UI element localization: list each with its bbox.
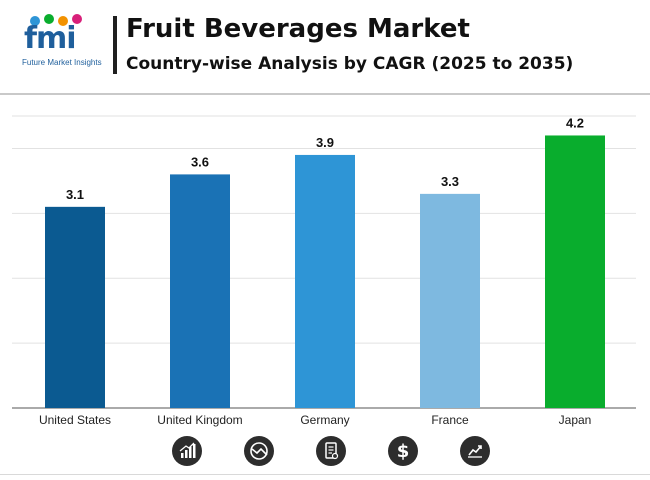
data-label: 3.1 [66, 187, 84, 202]
bar-chart: 3.1 United States 3.6 United Kingdom 3.9 Germ… [12, 115, 636, 427]
data-label: 3.3 [441, 174, 459, 189]
bar [545, 135, 605, 408]
logo-subtext: Future Market Insights [22, 58, 102, 67]
x-tick-label: France [431, 413, 469, 427]
data-label: 3.9 [316, 135, 334, 150]
footer-icon-row: $ [0, 436, 650, 470]
document-icon [316, 436, 346, 466]
x-tick-label: Germany [300, 413, 349, 427]
header: fmi Future Market Insights Fruit Beverag… [0, 0, 650, 92]
bar [420, 193, 480, 408]
bar-chart-icon [172, 436, 202, 466]
x-tick-label: United States [39, 413, 111, 427]
logo-text: fmi [24, 21, 77, 56]
x-tick-label: Japan [559, 413, 592, 427]
header-rule [0, 93, 650, 95]
footer-rule [0, 474, 650, 475]
x-tick-label: United Kingdom [157, 413, 242, 427]
header-divider [113, 16, 117, 74]
data-label: 4.2 [566, 115, 584, 130]
data-label: 3.6 [191, 154, 209, 169]
svg-text:$: $ [397, 441, 410, 462]
growth-chart-icon [460, 436, 490, 466]
bar [295, 154, 355, 408]
page-title: Fruit Beverages Market [126, 14, 470, 44]
fmi-logo: fmi Future Market Insights [22, 14, 108, 74]
page-subtitle: Country-wise Analysis by CAGR (2025 to 2… [126, 54, 574, 74]
trend-circle-icon [244, 436, 274, 466]
bar [45, 206, 105, 408]
dollar-icon: $ [388, 436, 418, 466]
bar [170, 174, 230, 408]
